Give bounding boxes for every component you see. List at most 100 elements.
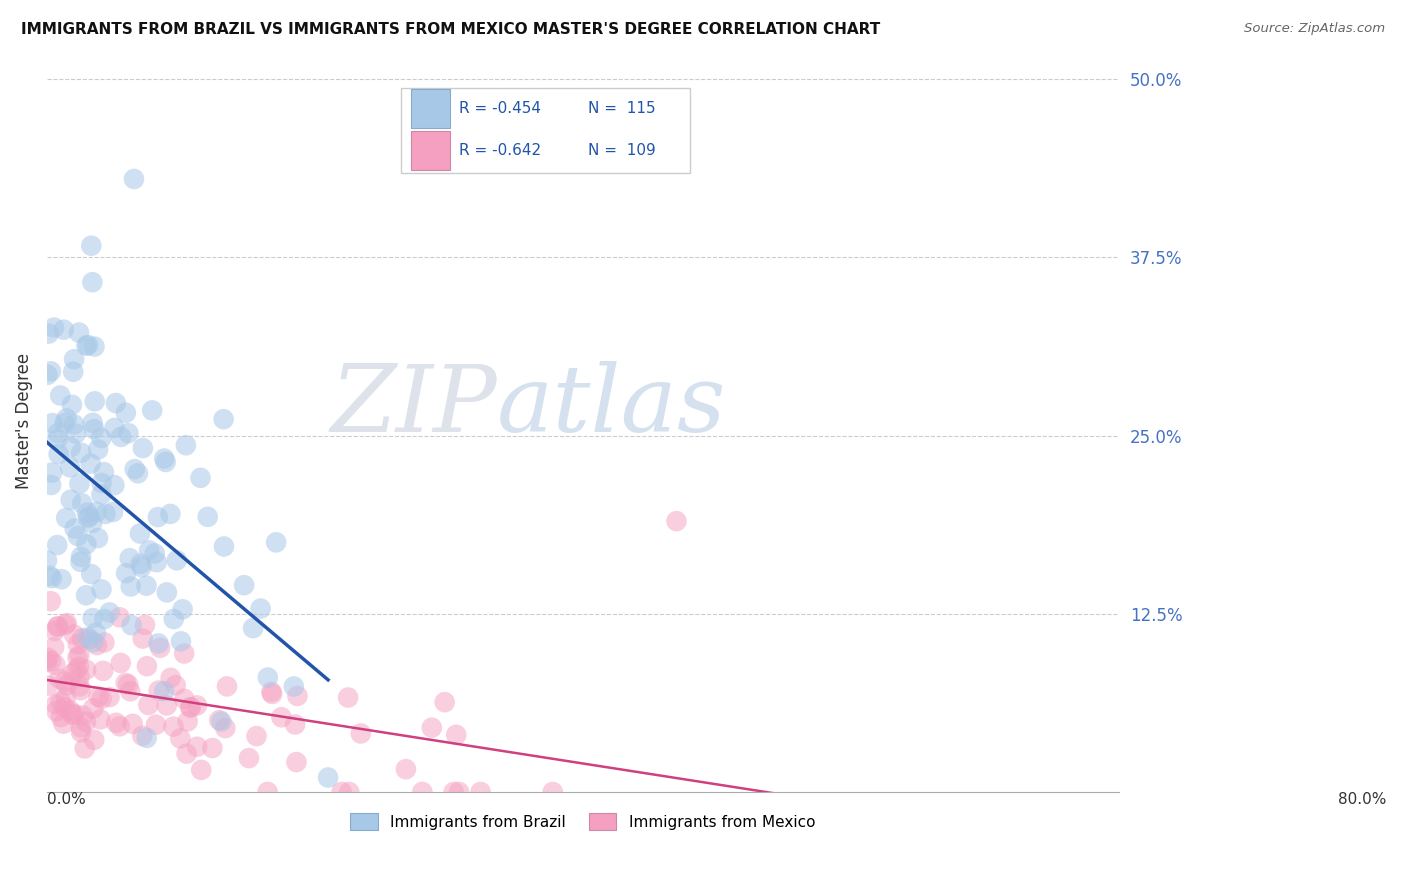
Point xyxy=(117,426,139,441)
Point xyxy=(114,676,136,690)
Point xyxy=(330,785,353,799)
Point xyxy=(75,537,97,551)
Point xyxy=(148,683,170,698)
Point xyxy=(67,476,90,491)
Point xyxy=(53,416,76,430)
Point xyxy=(87,690,110,704)
Point xyxy=(316,771,339,785)
Point xyxy=(208,713,231,727)
Point xyxy=(84,625,107,640)
Point xyxy=(66,650,89,665)
Point xyxy=(49,695,72,709)
Point xyxy=(62,666,84,681)
Point xyxy=(35,553,58,567)
Point xyxy=(104,396,127,410)
Point xyxy=(256,785,278,799)
Point xyxy=(44,624,66,638)
Point xyxy=(153,684,176,698)
Point xyxy=(37,368,59,382)
Point xyxy=(201,741,224,756)
Point xyxy=(233,578,256,592)
Point xyxy=(82,701,104,715)
Point xyxy=(46,620,69,634)
Point xyxy=(156,585,179,599)
Point xyxy=(138,543,160,558)
Point xyxy=(69,683,91,698)
Point xyxy=(39,594,62,608)
Point xyxy=(70,446,93,460)
Point xyxy=(56,678,79,692)
Point xyxy=(287,689,309,703)
Point xyxy=(264,535,287,549)
Point xyxy=(173,691,195,706)
Point xyxy=(110,430,132,444)
Point xyxy=(212,540,235,554)
Point xyxy=(67,659,90,673)
Point xyxy=(70,549,93,564)
Point xyxy=(75,339,97,353)
Point xyxy=(59,440,82,454)
Text: 0.0%: 0.0% xyxy=(46,792,86,807)
Point xyxy=(131,729,153,743)
Point xyxy=(41,416,63,430)
Point xyxy=(70,496,93,510)
Point xyxy=(63,417,86,432)
Point xyxy=(52,323,75,337)
Point xyxy=(82,416,104,430)
Point xyxy=(41,571,63,585)
Point xyxy=(63,706,86,721)
Point xyxy=(212,412,235,426)
Point xyxy=(103,421,125,435)
Point xyxy=(59,492,82,507)
Point xyxy=(163,612,186,626)
Point xyxy=(190,471,212,485)
Point xyxy=(114,406,136,420)
Point xyxy=(69,680,91,694)
Point xyxy=(148,636,170,650)
Point xyxy=(91,664,114,678)
Text: N =  115: N = 115 xyxy=(588,101,655,116)
Point xyxy=(65,663,87,677)
Point xyxy=(53,674,76,689)
Point xyxy=(159,671,181,685)
Point xyxy=(53,700,76,714)
Point xyxy=(165,678,187,692)
Point xyxy=(197,509,219,524)
Point xyxy=(90,691,112,706)
Point xyxy=(159,507,181,521)
Point xyxy=(83,732,105,747)
Point xyxy=(350,726,373,740)
Text: R = -0.454: R = -0.454 xyxy=(460,101,541,116)
Point xyxy=(76,511,98,525)
Point xyxy=(260,685,283,699)
Point xyxy=(285,755,308,769)
Point xyxy=(69,555,91,569)
Point xyxy=(337,785,360,799)
Point xyxy=(77,338,100,352)
Point xyxy=(121,716,143,731)
Text: R = -0.642: R = -0.642 xyxy=(460,144,541,158)
FancyBboxPatch shape xyxy=(412,131,450,170)
Point xyxy=(134,618,156,632)
Point xyxy=(170,634,193,648)
Point xyxy=(162,720,184,734)
Text: 80.0%: 80.0% xyxy=(1339,792,1386,807)
Point xyxy=(75,663,97,677)
Point xyxy=(48,672,70,686)
Point xyxy=(51,572,73,586)
Point xyxy=(90,476,112,491)
Point xyxy=(76,631,98,645)
Point xyxy=(337,690,360,705)
Point xyxy=(395,762,418,776)
Point xyxy=(46,426,69,441)
Point xyxy=(209,714,232,729)
Point xyxy=(245,729,267,743)
Point xyxy=(75,714,97,729)
Y-axis label: Master's Degree: Master's Degree xyxy=(15,353,32,490)
Point xyxy=(82,611,104,625)
Point xyxy=(87,531,110,545)
Point xyxy=(46,619,69,633)
Point xyxy=(270,710,292,724)
Point xyxy=(52,716,75,731)
Point xyxy=(166,553,188,567)
